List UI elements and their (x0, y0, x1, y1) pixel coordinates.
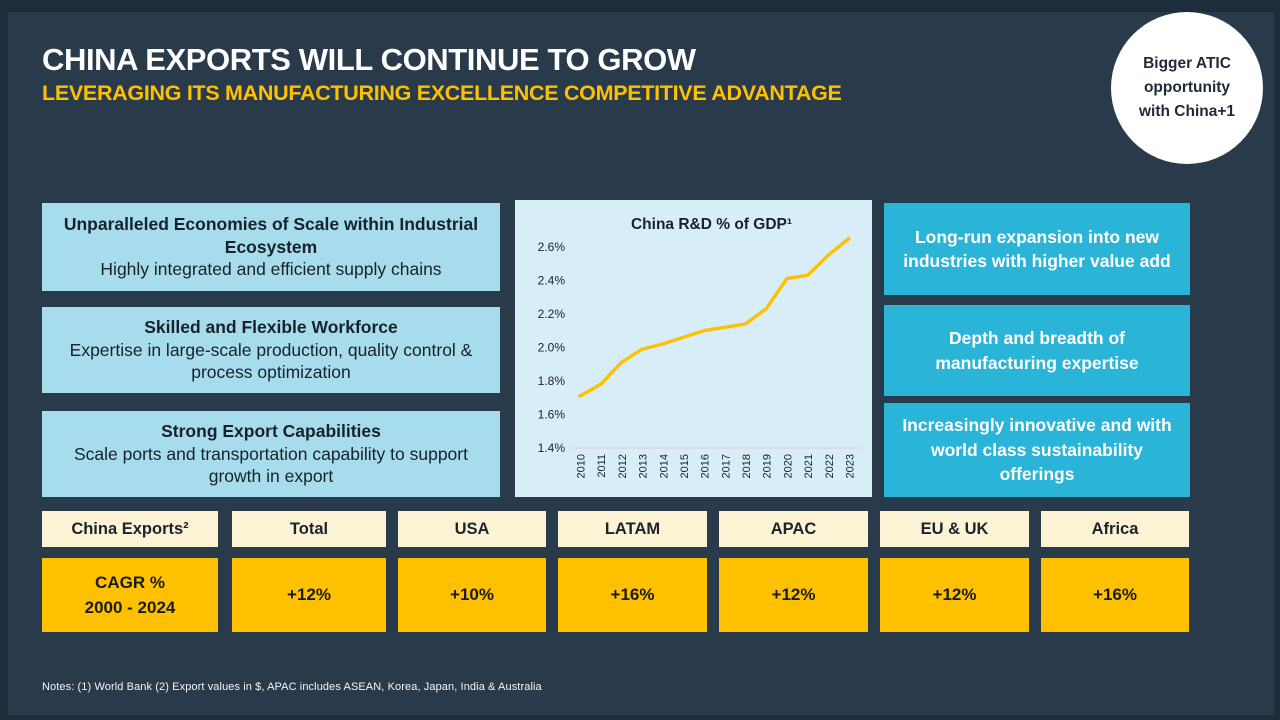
table-value-eu-uk: +12% (880, 558, 1029, 632)
rd-chart-svg: 1.4% 1.6% 1.8% 2.0% 2.2% 2.4% 2.6% 2010 2011 2012… (538, 236, 861, 478)
card-text: Depth and breadth of manufacturing exper… (935, 328, 1139, 373)
table-header-latam: LATAM (558, 511, 707, 547)
card-body: Expertise in large-scale production, qua… (69, 339, 473, 383)
opportunity-card-expansion: Long-run expansion into new industries w… (884, 203, 1190, 295)
card-title: Strong Export Capabilities (161, 420, 381, 441)
table-value-usa: +10% (398, 558, 546, 632)
svg-text:2.6%: 2.6% (538, 240, 566, 254)
slide-frame-bottom (0, 715, 1280, 720)
advantage-card-workforce: Skilled and Flexible Workforce Expertise… (42, 307, 500, 393)
card-text: Increasingly innovative and with world c… (902, 415, 1172, 485)
x-axis-labels: 2010 2011 2012 2013 2014 2015 2016 2017 2018 2019… (576, 454, 857, 478)
svg-text:1.6%: 1.6% (538, 407, 566, 421)
svg-text:2021: 2021 (803, 454, 815, 478)
svg-text:2013: 2013 (638, 454, 650, 478)
svg-text:2018: 2018 (741, 454, 753, 478)
table-header-africa: Africa (1041, 511, 1189, 547)
opportunity-card-innovation: Increasingly innovative and with world c… (884, 403, 1190, 497)
table-header-total: Total (232, 511, 386, 547)
slide-title: CHINA EXPORTS WILL CONTINUE TO GROW (42, 42, 696, 77)
y-axis-labels: 1.4% 1.6% 1.8% 2.0% 2.2% 2.4% 2.6% (538, 240, 566, 455)
svg-text:2.4%: 2.4% (538, 273, 566, 287)
slide-subtitle: LEVERAGING ITS MANUFACTURING EXCELLENCE … (42, 81, 842, 105)
table-value-cagr-label: CAGR % 2000 - 2024 (42, 558, 218, 632)
svg-text:2011: 2011 (596, 454, 608, 478)
svg-text:2019: 2019 (762, 454, 774, 478)
advantage-card-export-capabilities: Strong Export Capabilities Scale ports a… (42, 411, 500, 497)
badge-text: Bigger ATIC opportunity with China+1 (1138, 54, 1236, 120)
slide-frame-top (0, 0, 1280, 12)
svg-text:2023: 2023 (845, 454, 857, 478)
svg-text:2014: 2014 (658, 454, 670, 478)
svg-text:2016: 2016 (700, 454, 712, 478)
table-value-africa: +16% (1041, 558, 1189, 632)
table-value-latam: +16% (558, 558, 707, 632)
table-value-total: +12% (232, 558, 386, 632)
card-title: Unparalleled Economies of Scale within I… (63, 213, 479, 257)
slide-frame-right (1274, 0, 1280, 720)
svg-text:2017: 2017 (720, 454, 732, 478)
china-plus-one-badge: Bigger ATIC opportunity with China+1 (1111, 12, 1263, 164)
rd-trend-line (578, 236, 851, 398)
table-header-china-exports: China Exports² (42, 511, 218, 547)
svg-text:2.2%: 2.2% (538, 307, 566, 321)
svg-text:2020: 2020 (782, 454, 794, 478)
svg-text:1.4%: 1.4% (538, 441, 566, 455)
card-title: Skilled and Flexible Workforce (144, 316, 398, 337)
chart-title: China R&D % of GDP¹ (630, 216, 793, 233)
svg-text:1.8%: 1.8% (538, 374, 566, 388)
card-body: Scale ports and transportation capabilit… (74, 443, 468, 487)
advantage-card-economies-of-scale: Unparalleled Economies of Scale within I… (42, 203, 500, 291)
footnotes: Notes: (1) World Bank (2) Export values … (42, 681, 542, 693)
svg-text:2010: 2010 (576, 454, 588, 478)
table-header-eu-uk: EU & UK (880, 511, 1029, 547)
svg-text:2.0%: 2.0% (538, 340, 566, 354)
table-header-apac: APAC (719, 511, 868, 547)
opportunity-card-expertise: Depth and breadth of manufacturing exper… (884, 305, 1190, 396)
card-body: Highly integrated and efficient supply c… (100, 259, 442, 280)
svg-text:2022: 2022 (824, 454, 836, 478)
slide-frame-left (0, 0, 8, 720)
table-header-usa: USA (398, 511, 546, 547)
rd-chart-panel: 1.4% 1.6% 1.8% 2.0% 2.2% 2.4% 2.6% 2010 2011 2012… (515, 200, 872, 497)
svg-text:2012: 2012 (617, 454, 629, 478)
table-value-apac: +12% (719, 558, 868, 632)
card-text: Long-run expansion into new industries w… (903, 226, 1171, 272)
svg-text:2015: 2015 (679, 454, 691, 478)
